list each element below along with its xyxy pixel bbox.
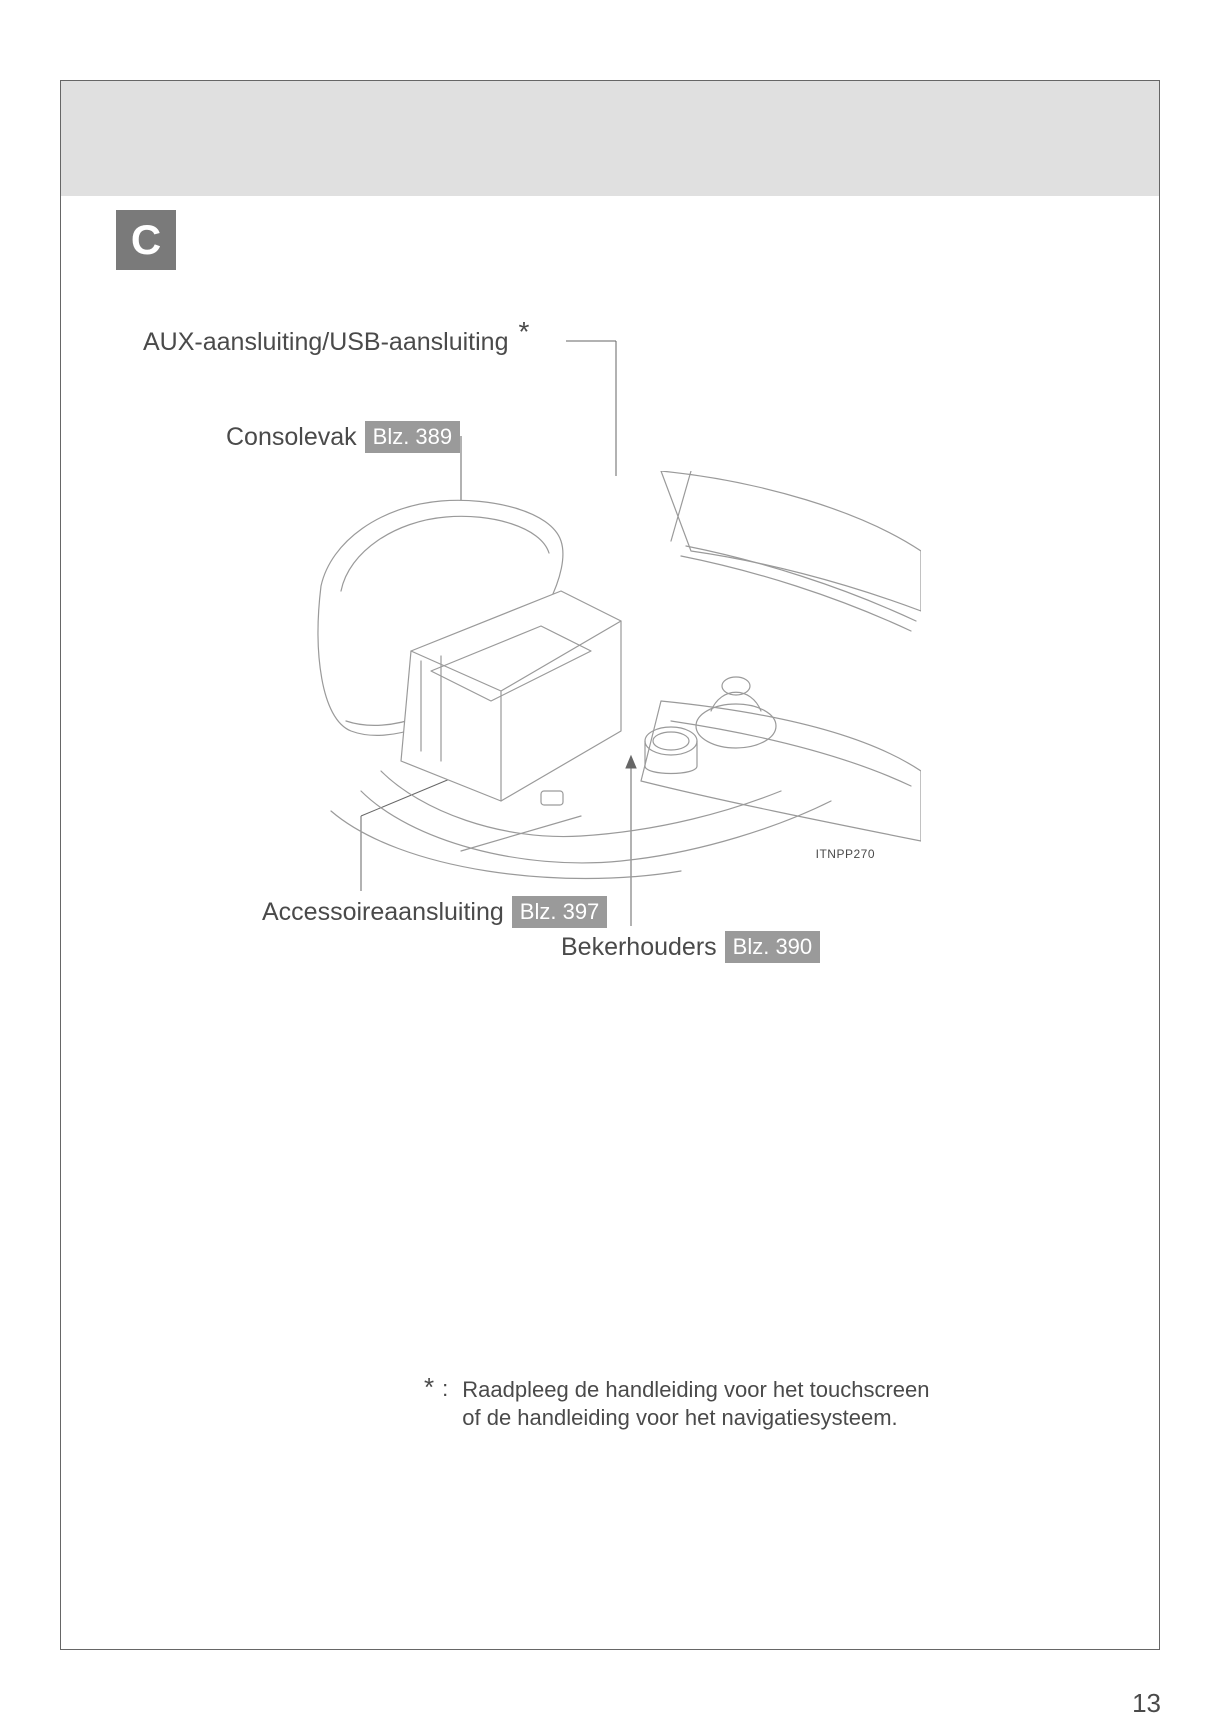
console-illustration [241,471,921,891]
footnote: * : Raadpleeg de handleiding voor het to… [424,1376,929,1431]
footnote-line1: Raadpleeg de handleiding voor het touchs… [462,1376,929,1404]
image-code: ITNPP270 [816,847,875,861]
page-content: C AUX-aansluiting/USB-aansluiting * Cons… [61,196,1159,1649]
header-band [61,81,1159,196]
footnote-line2: of de handleiding voor het navigatiesyst… [462,1404,929,1432]
page-number: 13 [1132,1688,1161,1719]
footnote-colon: : [442,1376,448,1402]
manual-page: C AUX-aansluiting/USB-aansluiting * Cons… [60,80,1160,1650]
footnote-text: Raadpleeg de handleiding voor het touchs… [462,1376,929,1431]
console-diagram: ITNPP270 [241,471,921,891]
asterisk-icon: * [424,1372,434,1403]
